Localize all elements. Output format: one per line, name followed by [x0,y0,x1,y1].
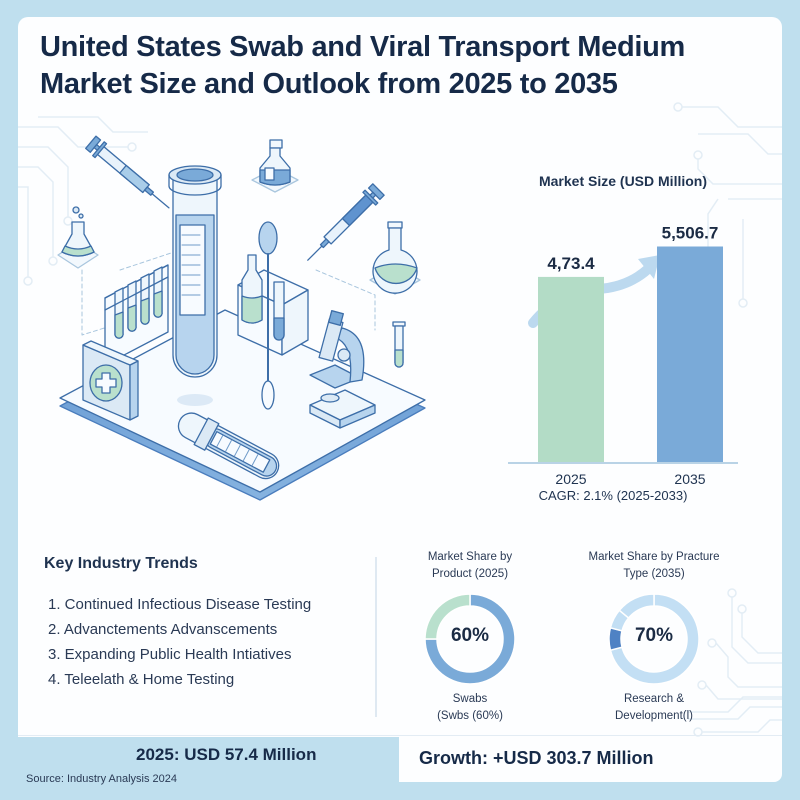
donut-caption-line-2: Development(l) [615,710,693,722]
donut-title-line-2: Product (2025) [431,568,509,580]
donut-segment [609,593,700,685]
donut-title-line-1: Market Share by [427,551,513,563]
trend-item: 1. Continued Infectious Disease Testing [48,596,312,613]
donut-product-share: Market Share by Product (2025) 60% Swabs… [400,549,540,725]
donut-caption-line-1: Swabs [452,693,488,705]
cagr-label: CAGR: 2.1% (2025-2033) [538,488,688,503]
trend-item: 4. Teleelath & Home Testing [48,671,235,688]
trend-item: 3. Expanding Public Health Intiatives [48,646,292,663]
flask-rack-icon [237,254,309,356]
syringe-icon [85,135,170,209]
donut-center-value: 60% [450,625,490,646]
donut-title-line-2: Type (2035) [623,568,685,580]
bottle-icon [251,139,299,193]
growth-value: Growth: +USD 303.7 Million [419,748,654,768]
page-title: United States Swab and Viral Transport M… [40,29,685,103]
donut-segment [424,593,516,685]
test-tube-icon [168,165,222,406]
main-panel: United States Swab and Viral Transport M… [18,17,782,737]
trends-title: Key Industry Trends [44,555,198,572]
lab-illustration [57,135,426,501]
trend-arrow-head-icon [638,255,660,279]
bar-2035 [657,246,723,463]
platform-icon [59,309,426,501]
test-tube-icon [392,321,406,368]
bar-value-label: 4,73.4 [547,254,595,273]
x-tick-label: 2025 [555,471,586,487]
bar-value-label: 5,506.7 [662,223,719,242]
market-size-bar-chart: 4,73.4 2025 5,506.7 2035 [508,223,738,487]
title-line-1: United States Swab and Viral Transport M… [40,31,686,63]
source-note: Source: Industry Analysis 2024 [26,773,178,785]
donut-segment [424,593,471,640]
trend-item: 2. Advanctements Advanscements [48,621,278,638]
donut-chart-practice [608,593,700,685]
donut-chart-product [424,593,516,685]
growth-box: Growth: +USD 303.7 Million [399,737,782,782]
donut-caption-line-2: (Swbs (60%) [437,710,503,722]
round-flask-icon [369,221,421,295]
donut-practice-share: Market Share by Practure Type (2035) 70%… [574,549,734,725]
donut-title-line-1: Market Share by Practure [588,551,720,563]
test-tube-icon [177,412,280,480]
test-tube-rack-icon [104,264,169,366]
title-line-2: Market Size and Outlook from 2025 to 203… [40,68,618,100]
swab-icon [258,221,278,410]
x-tick-label: 2035 [674,471,705,487]
medical-cross-device-icon [82,340,139,421]
trends-list: 1. Continued Infectious Disease Testing … [48,592,311,692]
footer-divider [18,735,782,736]
donut-center-value: 70% [634,625,674,646]
bar-chart-title: Market Size (USD Million) [538,173,708,189]
donut-segment [618,593,655,620]
bar-2025 [538,276,604,463]
flask-icon [57,206,99,269]
microscope-icon [309,310,376,429]
summary-2025-value: 2025: USD 57.4 Million [136,745,317,764]
section-divider [375,557,377,717]
donut-caption-line-1: Research & [623,693,685,705]
syringe-icon [307,183,385,261]
